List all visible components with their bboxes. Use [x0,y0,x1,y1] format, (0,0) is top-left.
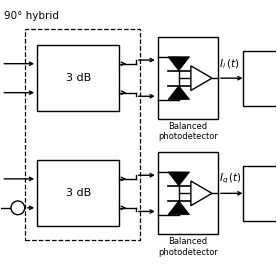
Polygon shape [168,86,190,99]
Circle shape [11,201,25,215]
Text: $I_q\,(t)$: $I_q\,(t)$ [219,172,242,186]
Text: 90° hybrid: 90° hybrid [4,11,59,21]
Text: 3 dB: 3 dB [66,73,91,83]
Bar [158,37,218,119]
Bar [37,45,119,111]
Polygon shape [191,66,212,91]
Text: Balanced
photodetector: Balanced photodetector [158,122,218,142]
Text: Balanced
photodetector: Balanced photodetector [158,237,218,257]
Text: 3 dB: 3 dB [66,188,91,198]
Text: $I_i\,(t)$: $I_i\,(t)$ [219,58,240,71]
Bar [243,51,277,106]
Polygon shape [191,181,212,206]
Bar [37,160,119,226]
Bar [243,166,277,221]
Polygon shape [168,172,190,186]
Bar [158,152,218,234]
Bar [25,29,140,240]
Polygon shape [168,201,190,215]
Polygon shape [168,57,190,71]
